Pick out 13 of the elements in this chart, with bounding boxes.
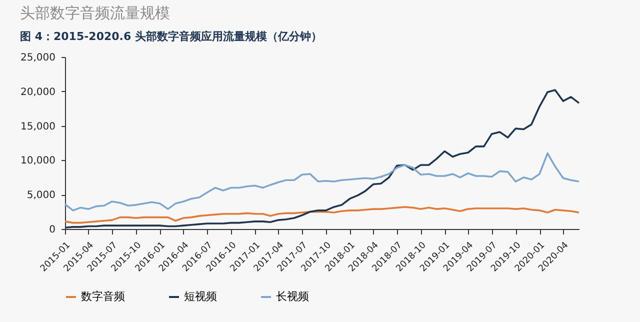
chart-subtitle: 图 4：2015-2020.6 头部数字音频应用流量规模（亿分钟） (20, 30, 322, 43)
y-tick-label: 20,000 (20, 86, 56, 98)
line-series (64, 152, 580, 212)
legend-label: 短视频 (184, 290, 217, 303)
y-tick-label: 15,000 (20, 121, 56, 132)
legend-label: 数字音频 (81, 290, 125, 303)
y-tick-label: 5,000 (26, 190, 56, 202)
y-tick-label: 10,000 (20, 156, 56, 167)
y-tick-label: 25,000 (20, 52, 56, 64)
chart-title: 头部数字音频流量规模 (20, 4, 170, 22)
legend-label: 长视频 (276, 290, 309, 303)
line-series (64, 206, 580, 224)
y-tick-label: 0 (49, 224, 56, 236)
